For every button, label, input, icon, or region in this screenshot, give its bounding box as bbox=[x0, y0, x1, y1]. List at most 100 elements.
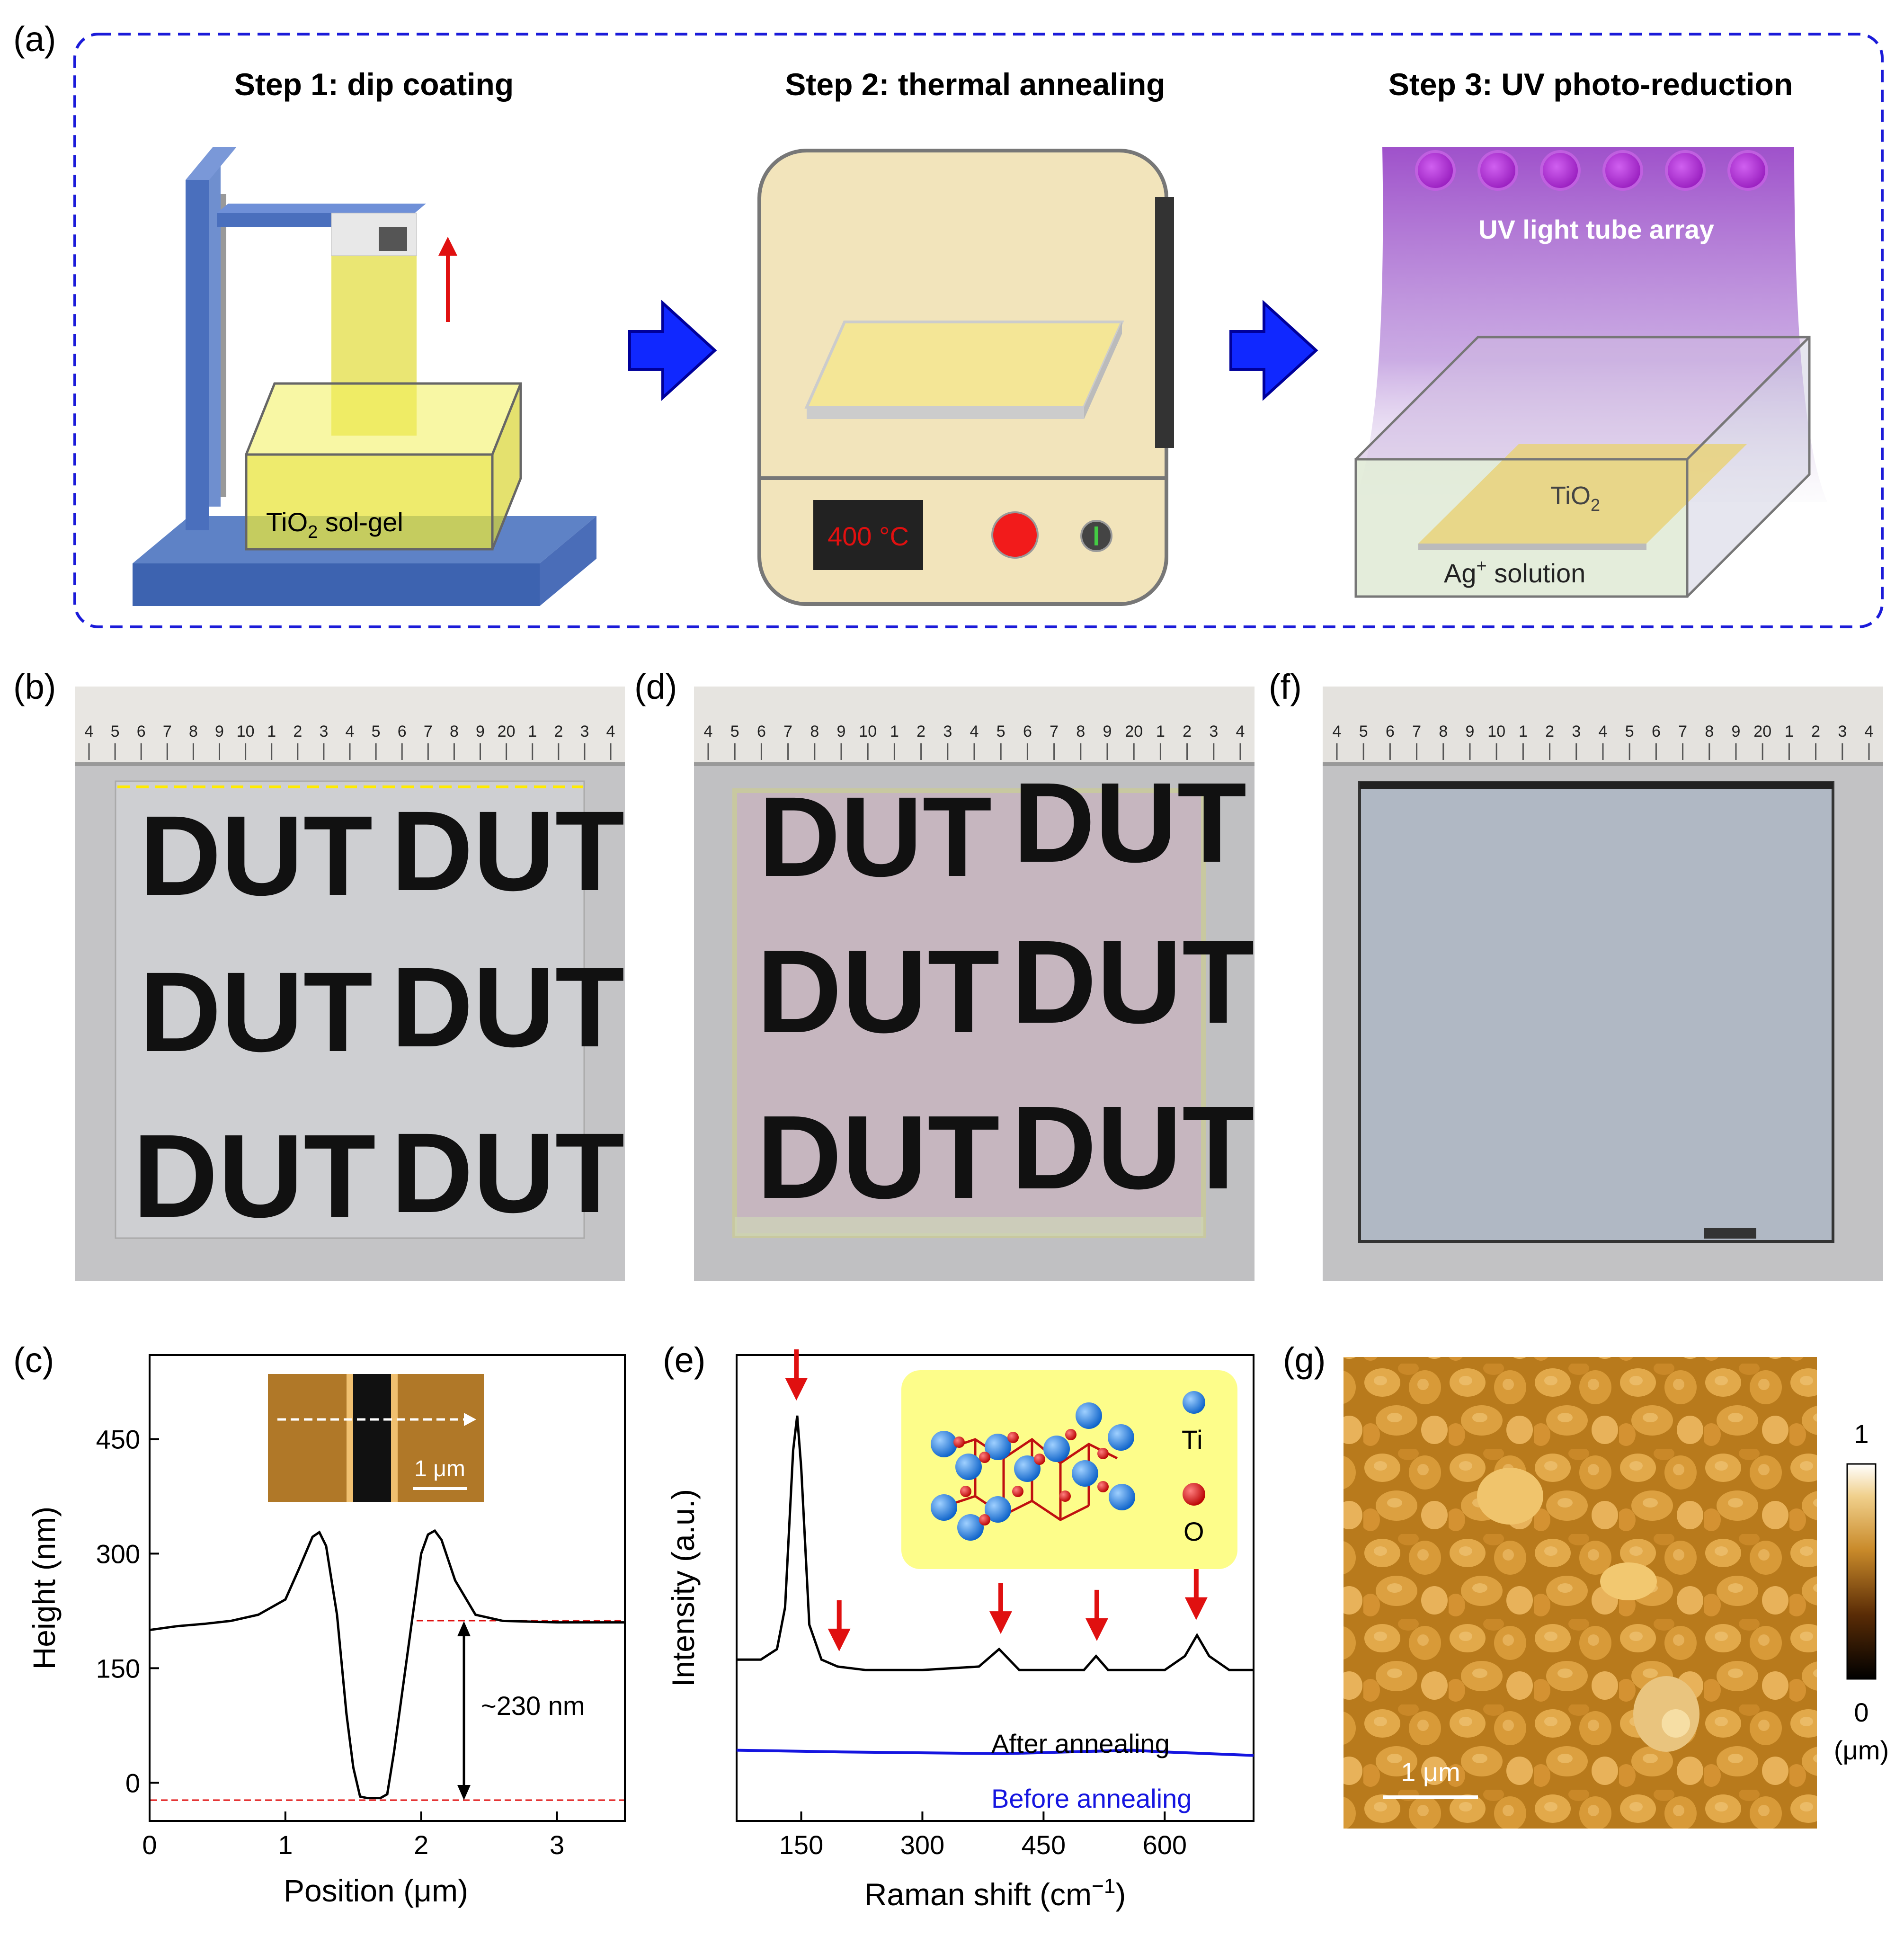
before-annealing-line bbox=[736, 1749, 1254, 1757]
x-tick-label: 1 bbox=[278, 1830, 293, 1860]
ti-atoms bbox=[931, 1402, 1135, 1541]
dut-label: DUT bbox=[133, 1110, 376, 1242]
x-tick-label: 0 bbox=[142, 1830, 157, 1860]
ruler-number: 5 bbox=[111, 723, 120, 740]
ruler-number: 2 bbox=[1183, 723, 1192, 740]
dut-label: DUT bbox=[139, 792, 373, 919]
o-atoms bbox=[953, 1429, 1109, 1526]
o-legend-marker bbox=[1183, 1483, 1205, 1506]
inset-scale-label: 1 μm bbox=[414, 1456, 465, 1481]
chart-c: 0 1 2 3 0 150 300 450 bbox=[96, 1354, 626, 1860]
dut-label: DUT bbox=[756, 1091, 1000, 1223]
ruler-number: 3 bbox=[943, 723, 952, 740]
ruler-number: 20 bbox=[498, 723, 516, 740]
chart-e-frame bbox=[736, 1354, 1255, 1822]
colorbar-unit: (μm) bbox=[1834, 1735, 1889, 1765]
sol-gel-label: TiO2 sol-gel bbox=[266, 507, 403, 542]
ruler-number: 4 bbox=[346, 723, 355, 740]
panel-a-border bbox=[73, 33, 1884, 628]
ruler-number: 1 bbox=[1519, 723, 1528, 740]
afm-scale-label: 1 μm bbox=[1401, 1757, 1460, 1787]
dut-label: DUT bbox=[391, 944, 624, 1071]
after-annealing-line bbox=[737, 1415, 1254, 1671]
ag-solution-label: Ag+ solution bbox=[1444, 556, 1585, 588]
ti-legend-marker bbox=[1183, 1391, 1205, 1414]
ruler-number: 7 bbox=[163, 723, 172, 740]
step1-title: Step 1: dip coating bbox=[234, 67, 514, 102]
ruler-number: 6 bbox=[1023, 723, 1032, 740]
ruler-number: 9 bbox=[1732, 723, 1741, 740]
ruler-number: 5 bbox=[730, 723, 739, 740]
ruler-number: 8 bbox=[810, 723, 819, 740]
ruler-number: 3 bbox=[1209, 723, 1218, 740]
panel-label-g: (g) bbox=[1283, 1340, 1326, 1380]
ruler-number: 3 bbox=[319, 723, 328, 740]
ruler-number: 9 bbox=[215, 723, 224, 740]
ruler-number: 7 bbox=[1412, 723, 1421, 740]
ruler-number: 20 bbox=[1125, 723, 1143, 740]
x-tick-label: 150 bbox=[779, 1830, 823, 1860]
colorbar-max: 1 bbox=[1854, 1419, 1868, 1449]
after-annealing-label: After annealing bbox=[991, 1729, 1170, 1758]
peak-arrowhead bbox=[827, 1628, 851, 1651]
o-legend-label: O bbox=[1183, 1517, 1204, 1546]
colorbar bbox=[1846, 1463, 1877, 1680]
ruler-number: 6 bbox=[1386, 723, 1395, 740]
chart-c-xlabel: Position (μm) bbox=[284, 1873, 468, 1908]
ruler-number: 6 bbox=[137, 723, 146, 740]
ruler-number: 9 bbox=[1103, 723, 1112, 740]
height-profile-line bbox=[149, 1529, 625, 1800]
ruler-number: 4 bbox=[1599, 723, 1608, 740]
arrow-step2-to-step3 bbox=[1229, 300, 1318, 401]
uv-label: UV light tube array bbox=[1478, 214, 1714, 244]
panel-label-d: (d) bbox=[634, 667, 677, 706]
peak-arrowhead bbox=[989, 1611, 1012, 1634]
ruler-number: 1 bbox=[1785, 723, 1794, 740]
step3-title: Step 3: UV photo-reduction bbox=[1388, 67, 1793, 102]
panel-label-a: (a) bbox=[13, 19, 56, 59]
dut-label: DUT bbox=[1013, 759, 1246, 886]
ruler-number: 4 bbox=[1333, 723, 1342, 740]
ruler-number: 10 bbox=[1487, 723, 1505, 740]
ruler-number: 2 bbox=[1811, 723, 1820, 740]
ruler-number: 4 bbox=[704, 723, 713, 740]
ruler-number: 6 bbox=[398, 723, 407, 740]
uv-setup-illustration bbox=[1354, 147, 1827, 598]
x-tick-label: 3 bbox=[550, 1830, 564, 1860]
panel-label-e: (e) bbox=[663, 1340, 706, 1380]
ruler-number: 2 bbox=[916, 723, 925, 740]
chart-c-frame bbox=[149, 1354, 626, 1822]
dut-label: DUT bbox=[758, 773, 992, 900]
ruler-number: 4 bbox=[606, 723, 615, 740]
ruler-number: 10 bbox=[859, 723, 877, 740]
x-tick-label: 2 bbox=[414, 1830, 428, 1860]
ruler-number: 3 bbox=[1572, 723, 1581, 740]
ruler-number: 8 bbox=[189, 723, 198, 740]
chart-e-xlabel: Raman shift (cm−1) bbox=[864, 1874, 1126, 1912]
step-height-annotation: ~230 nm bbox=[481, 1691, 585, 1721]
ruler-number: 4 bbox=[1236, 723, 1245, 740]
chart-e-ylabel: Intensity (a.u.) bbox=[666, 1489, 701, 1687]
x-tick-label: 450 bbox=[1022, 1830, 1066, 1860]
x-tick-label: 300 bbox=[900, 1830, 944, 1860]
photo-panel-f bbox=[1323, 687, 1883, 1281]
oven-temperature: 400 °C bbox=[827, 521, 909, 551]
ruler-number: 9 bbox=[837, 723, 846, 740]
ruler-number: 8 bbox=[450, 723, 459, 740]
y-tick-label: 0 bbox=[125, 1768, 140, 1798]
dut-label: DUT bbox=[391, 1109, 624, 1236]
dip-coater-illustration bbox=[133, 147, 596, 606]
ruler-number: 1 bbox=[267, 723, 276, 740]
y-tick-label: 300 bbox=[96, 1539, 140, 1569]
peak-arrowhead bbox=[1184, 1597, 1208, 1620]
dut-label: DUT bbox=[139, 948, 373, 1075]
ruler-number: 8 bbox=[1076, 723, 1085, 740]
dut-label: DUT bbox=[1011, 1081, 1255, 1213]
dut-label: DUT bbox=[1011, 916, 1255, 1048]
peak-arrowhead bbox=[785, 1378, 808, 1401]
panel-label-c: (c) bbox=[13, 1340, 54, 1380]
ruler-number: 6 bbox=[1652, 723, 1661, 740]
tio2-label: TiO2 bbox=[1550, 482, 1600, 515]
